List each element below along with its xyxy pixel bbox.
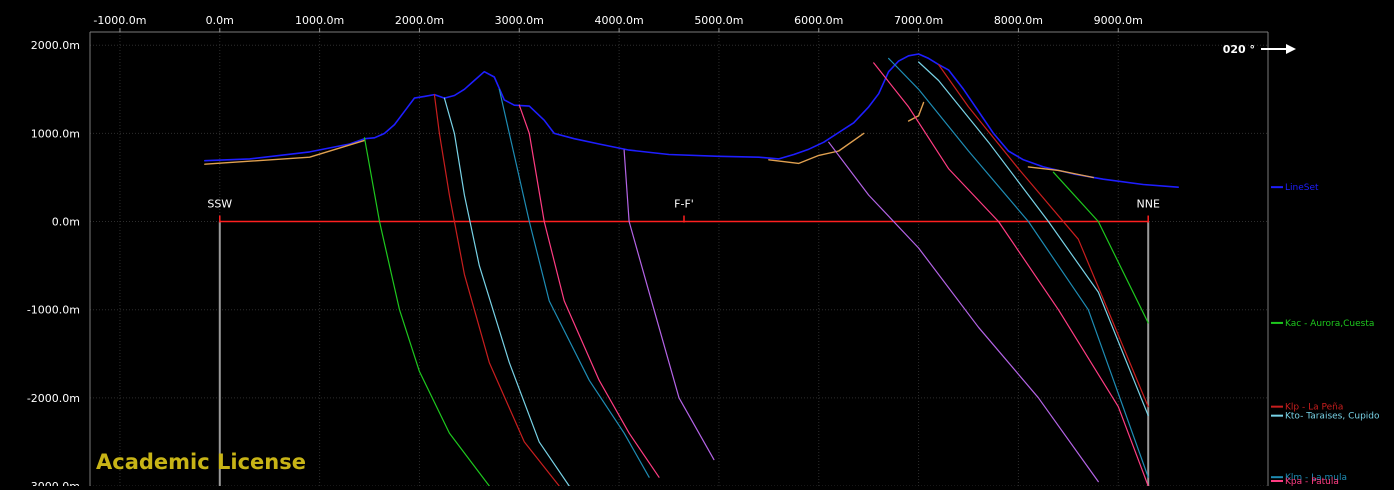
x-tick-label: 3000.0m: [495, 14, 544, 27]
series-line-5: [938, 63, 1149, 408]
series-group: [204, 53, 1179, 487]
series-kpa-patula: [518, 104, 660, 478]
x-tick-label: 6000.0m: [794, 14, 843, 27]
y-tick-label: -3000.0m: [27, 480, 80, 486]
series-line-13: [828, 141, 1099, 483]
grid-layer: [90, 32, 1268, 487]
x-tick-label: 1000.0m: [295, 14, 344, 27]
legend-entry: Klp - La Peña: [1285, 403, 1343, 413]
y-tick-label: 1000.0m: [31, 127, 80, 140]
section-mid-label: F-F': [674, 198, 694, 211]
x-tick-label: 4000.0m: [594, 14, 643, 27]
y-tick-label: -1000.0m: [27, 304, 80, 317]
series-line-1-0: [204, 139, 366, 165]
series-line-9: [888, 57, 1149, 478]
section-line-group: SSW F-F' NNE: [207, 198, 1160, 486]
x-tick-label: 8000.0m: [994, 14, 1043, 27]
y-tick-label: -2000.0m: [27, 392, 80, 405]
section-end-label: NNE: [1136, 198, 1159, 211]
y-tick-label: 2000.0m: [31, 39, 80, 52]
series-line-12: [623, 149, 715, 461]
series-line-1-3: [1027, 166, 1094, 179]
legend-entry: LineSet: [1285, 183, 1319, 193]
x-tick-label: 0.0m: [206, 14, 234, 27]
x-tick-label: 2000.0m: [395, 14, 444, 27]
series-kto-taraises-cupido: [443, 97, 570, 487]
series-line-7: [918, 61, 1149, 417]
license-watermark: Academic License: [96, 450, 306, 474]
plot-frame: [89, 31, 1269, 486]
x-tick-label: -1000.0m: [93, 14, 146, 27]
series-klp-la-pe-a: [433, 94, 560, 487]
series-klm-la-mula: [498, 88, 650, 478]
arrow-right-icon: [1261, 44, 1296, 54]
legend-entry: Kto- Taraises, Cupido: [1285, 412, 1380, 422]
legend-entry: Klm - La mula: [1285, 473, 1347, 483]
x-tick-label: 9000.0m: [1094, 14, 1143, 27]
series-line-1-2: [907, 101, 925, 122]
azimuth-indicator: 020 °: [1223, 43, 1296, 56]
legend-entry: Kpa - Patula: [1285, 477, 1339, 486]
azimuth-label: 020 °: [1223, 43, 1255, 56]
series-line-11: [873, 62, 1149, 487]
tick-labels: -1000.0m 0.0m 1000.0m 2000.0m 3000.0m 4000.0m…: [27, 14, 1143, 490]
legend-entry: Kac - Aurora,Cuesta: [1285, 319, 1374, 329]
x-tick-label: 7000.0m: [894, 14, 943, 27]
series-line-1-1: [768, 132, 865, 165]
series-lineset: [204, 53, 1179, 188]
y-tick-label: 0.0m: [52, 216, 80, 229]
section-start-label: SSW: [207, 198, 232, 211]
series-line-3: [1052, 171, 1149, 324]
series-kac-aurora-cuesta: [363, 137, 490, 487]
x-tick-label: 5000.0m: [694, 14, 743, 27]
